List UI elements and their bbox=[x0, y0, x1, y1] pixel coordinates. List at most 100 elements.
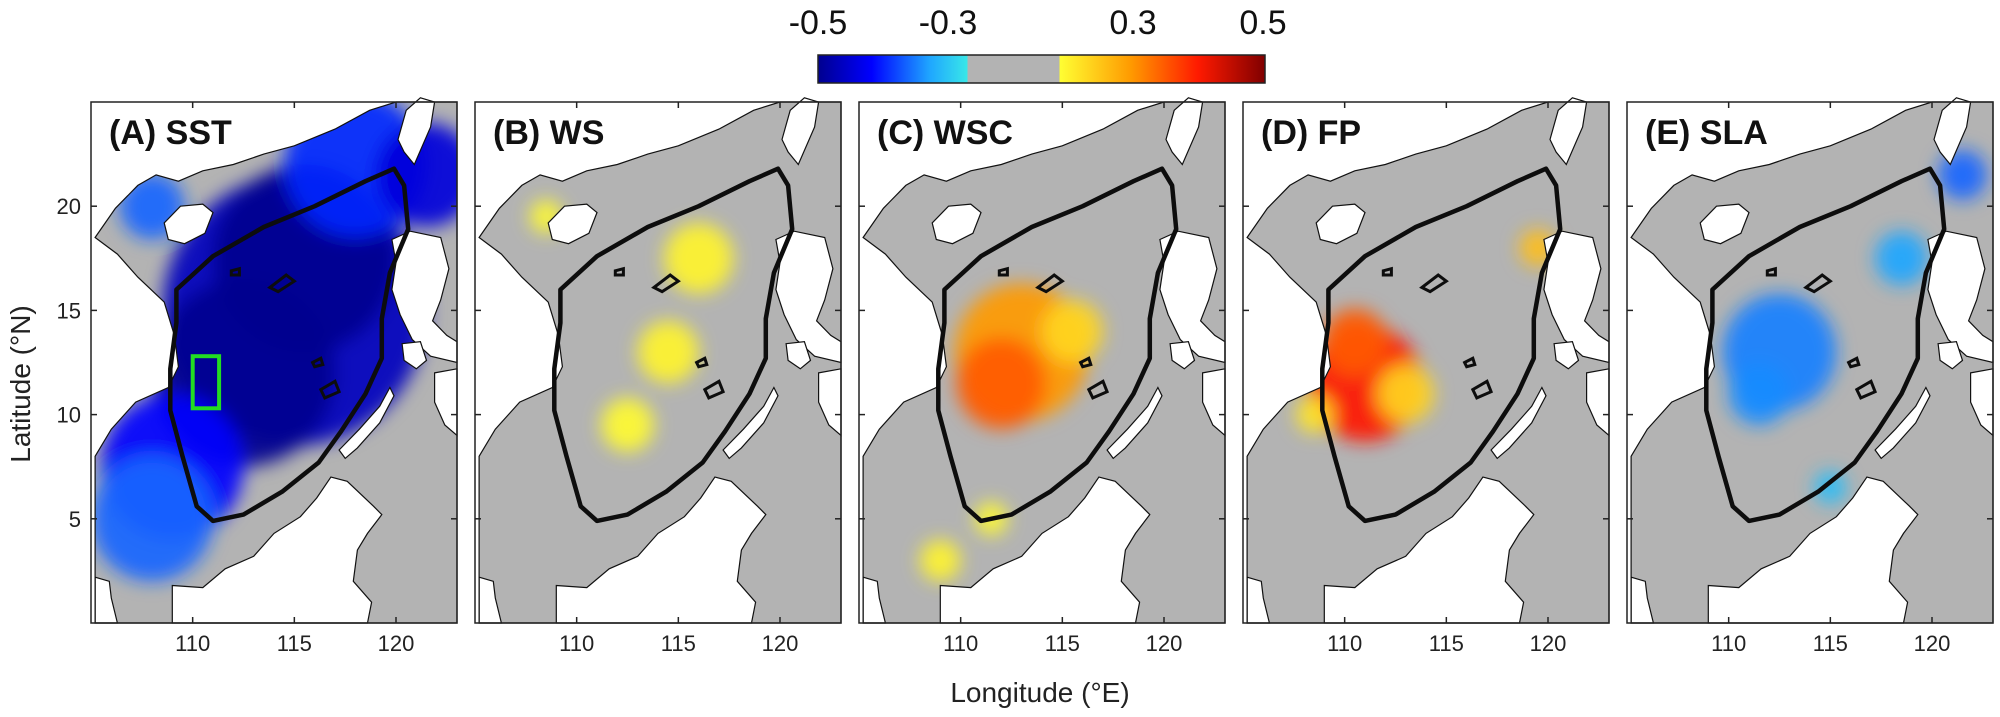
land-mass bbox=[1315, 203, 1366, 245]
land-mass bbox=[547, 203, 598, 245]
correlation-field bbox=[529, 199, 734, 453]
reef-contour bbox=[651, 273, 681, 294]
panel-title: (C) WSC bbox=[877, 114, 1013, 152]
x-tick-label: 120 bbox=[378, 631, 415, 656]
land-mass bbox=[1553, 341, 1580, 370]
reef-contour bbox=[1765, 266, 1777, 277]
correlation-blob bbox=[1377, 364, 1435, 423]
land-mass bbox=[939, 476, 1151, 624]
land-mass bbox=[722, 386, 779, 460]
land-mass bbox=[781, 97, 820, 166]
x-tick-label: 120 bbox=[1530, 631, 1567, 656]
land-mass bbox=[1323, 476, 1535, 624]
land-mass bbox=[171, 476, 383, 624]
land-mass bbox=[1585, 368, 1610, 437]
land-mass bbox=[1490, 386, 1547, 460]
reef-contour bbox=[1470, 379, 1494, 400]
correlation-blob bbox=[1814, 470, 1847, 505]
land-mass bbox=[1933, 97, 1972, 166]
land-mass bbox=[1699, 203, 1750, 245]
reef-contour bbox=[1086, 379, 1110, 400]
x-tick-label: 115 bbox=[1429, 631, 1464, 656]
x-tick-label: 110 bbox=[943, 631, 978, 656]
x-tick-label: 115 bbox=[661, 631, 696, 656]
x-tick-label: 120 bbox=[1146, 631, 1183, 656]
land-mass bbox=[397, 97, 436, 166]
panel-frame bbox=[474, 101, 842, 624]
panel-title: (E) SLA bbox=[1645, 114, 1768, 152]
reef-contour bbox=[1854, 379, 1878, 400]
x-tick-label: 120 bbox=[762, 631, 799, 656]
correlation-blob bbox=[1322, 308, 1388, 376]
land-mass bbox=[163, 203, 214, 245]
land-mass bbox=[401, 341, 428, 370]
correlation-blob bbox=[1875, 231, 1928, 286]
map-panel-e: 110 115 120 (E) SLA bbox=[1626, 97, 1994, 656]
panel-frame bbox=[1242, 101, 1610, 624]
land-mass bbox=[1874, 386, 1931, 460]
correlation-field bbox=[1295, 229, 1557, 442]
correlation-blob bbox=[664, 222, 734, 294]
x-tick-label: 115 bbox=[1045, 631, 1080, 656]
isobath-contour bbox=[1704, 166, 1947, 524]
isobath-contour bbox=[936, 166, 1179, 524]
panel-title: (B) WS bbox=[493, 114, 604, 152]
map-panel-b: 110 115 120 (B) WS bbox=[474, 97, 842, 656]
land-mass bbox=[555, 476, 767, 624]
land-mass bbox=[1106, 386, 1163, 460]
correlation-field bbox=[920, 283, 1103, 582]
reef-contour bbox=[1078, 356, 1093, 369]
reef-contour bbox=[310, 356, 325, 369]
reef-contour bbox=[702, 379, 726, 400]
isobath-contour bbox=[1320, 166, 1563, 524]
correlation-blob bbox=[956, 337, 1046, 430]
panel-frame bbox=[90, 101, 458, 624]
reef-contour bbox=[267, 273, 297, 294]
colorbar: -0.5 -0.3 0.3 0.5 bbox=[789, 4, 1287, 84]
land-mass bbox=[338, 386, 395, 460]
y-axis-label: Latitude (°N) bbox=[5, 305, 36, 463]
x-axis-label: Longitude (°E) bbox=[950, 677, 1129, 708]
panel-title: (A) SST bbox=[109, 114, 232, 152]
panel-title: (D) FP bbox=[1261, 114, 1361, 152]
x-tick-label: 110 bbox=[175, 631, 210, 656]
map-panel-c: 110 115 120 (C) WSC bbox=[858, 97, 1226, 656]
reef-contour bbox=[318, 379, 342, 400]
x-tick-label: 110 bbox=[1711, 631, 1746, 656]
y-tick-label: 20 bbox=[57, 194, 81, 219]
land-mass bbox=[434, 368, 458, 437]
land-mass bbox=[1707, 476, 1919, 624]
correlation-blob bbox=[601, 397, 654, 453]
panel-frame bbox=[858, 101, 1226, 624]
reef-contour bbox=[997, 266, 1009, 277]
colorbar-tick-label: 0.5 bbox=[1239, 4, 1286, 42]
reef-contour bbox=[1381, 266, 1393, 277]
x-tick-label: 110 bbox=[1327, 631, 1362, 656]
y-tick-label: 5 bbox=[69, 507, 81, 532]
reef-contour bbox=[613, 266, 625, 277]
colorbar-tick-label: -0.5 bbox=[789, 4, 848, 42]
reef-contour bbox=[694, 356, 709, 369]
correlation-blob bbox=[1042, 299, 1103, 363]
y-tick-label: 15 bbox=[57, 298, 81, 323]
y-tick-label: 10 bbox=[57, 403, 81, 428]
land-mass bbox=[1969, 368, 1994, 437]
study-area-box bbox=[190, 354, 222, 411]
panel-frame bbox=[1626, 101, 1994, 624]
correlation-blob bbox=[375, 122, 457, 227]
reef-contour bbox=[1035, 273, 1065, 294]
land-mass bbox=[785, 341, 812, 370]
land-mass bbox=[1169, 341, 1196, 370]
colorbar-tick-label: -0.3 bbox=[919, 4, 978, 42]
x-tick-label: 110 bbox=[559, 631, 594, 656]
land-mass bbox=[1549, 97, 1588, 166]
x-tick-label: 115 bbox=[1813, 631, 1848, 656]
land-mass bbox=[931, 203, 982, 245]
colorbar-tick-label: 0.3 bbox=[1109, 4, 1156, 42]
correlation-blob bbox=[95, 456, 213, 582]
reef-contour bbox=[1419, 273, 1449, 294]
x-tick-label: 120 bbox=[1914, 631, 1951, 656]
reef-contour bbox=[1846, 356, 1861, 369]
